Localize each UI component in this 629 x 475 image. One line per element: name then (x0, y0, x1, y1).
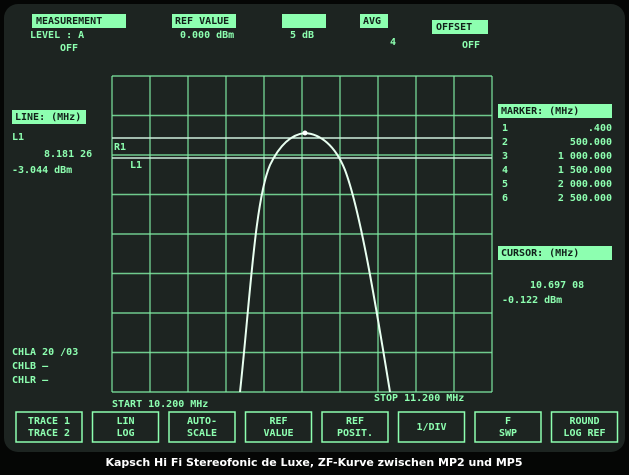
softkey-label: TRACE 1 (28, 416, 70, 427)
scale-value: 5 dB (290, 30, 314, 41)
ref-value-title: REF VALUE (175, 16, 229, 27)
panel-title-box (498, 246, 612, 260)
softkey (15, 411, 83, 443)
softkey-label: VALUE (263, 428, 293, 439)
marker-index: 1 (502, 123, 508, 134)
softkey (168, 411, 236, 443)
ref-value: 0.000 dBm (180, 30, 234, 41)
measurement-title: MEASUREMENT (36, 16, 102, 27)
marker-index: 4 (502, 165, 508, 176)
marker-value: 2 000.000 (558, 179, 612, 190)
panel-title-box (12, 110, 86, 124)
measurement-line: OFF (60, 43, 78, 54)
line-label: L1 (130, 160, 142, 171)
softkey-label: SWP (499, 428, 517, 439)
line-level: -3.044 dBm (12, 165, 72, 176)
softkey-label: AUTO- (187, 416, 217, 427)
channel-list: CHLA 20 /03 CHLB — CHLR — (12, 347, 78, 386)
header-box (282, 14, 326, 28)
measurement-line: LEVEL : A (30, 30, 84, 41)
softkey (91, 411, 160, 443)
sweep-start: START 10.200 MHz (112, 399, 208, 410)
marker-index: 5 (502, 179, 508, 190)
marker-value: 500.000 (570, 137, 612, 148)
softkey (244, 411, 313, 443)
marker-table: 1 .400 2 500.000 3 1 000.000 4 1 500.000 5 2 000.… (502, 123, 612, 204)
marker-value: 1 500.000 (558, 165, 612, 176)
marker-value: 2 500.000 (558, 193, 612, 204)
channel-label: CHLA 20 /03 (12, 347, 78, 358)
marker-index: 2 (502, 137, 508, 148)
softkey-label: LOG (116, 428, 134, 439)
caption: Kapsch Hi Fi Stereofonic de Luxe, ZF-Kur… (105, 456, 522, 469)
softkey (321, 411, 389, 443)
header-box (432, 20, 488, 34)
softkey (397, 411, 466, 443)
softkey-label: 1/DIV (416, 422, 446, 433)
softkey-label: REF (346, 416, 364, 427)
softkey-label: TRACE 2 (28, 428, 70, 439)
marker-index: 6 (502, 193, 508, 204)
panel-title-box (498, 104, 612, 118)
softkey-label: SCALE (187, 428, 217, 439)
softkey (474, 411, 542, 443)
header-box (32, 14, 126, 28)
marker-value: .400 (588, 123, 612, 134)
line-name: L1 (12, 132, 24, 143)
cursor-frequency: 10.697 08 (530, 280, 584, 291)
cursor-panel-title: CURSOR: (MHz) (501, 248, 579, 259)
header-box (172, 14, 236, 28)
sweep-stop: STOP 11.200 MHz (374, 393, 464, 404)
softkey-label: POSIT. (337, 428, 373, 439)
line-frequency: 8.181 26 (44, 149, 92, 160)
crt-screen (4, 4, 625, 452)
avg-title: AVG (363, 16, 381, 27)
graticule (111, 75, 493, 393)
offset-value: OFF (462, 40, 480, 51)
channel-label: CHLB — (12, 361, 49, 372)
softkey-label: LIN (116, 416, 134, 427)
marker-dot (302, 130, 308, 136)
marker-value: 1 000.000 (558, 151, 612, 162)
marker-index: 3 (502, 151, 508, 162)
softkey-label: REF (269, 416, 287, 427)
softkey (550, 411, 619, 443)
ref-label: R1 (114, 142, 126, 153)
cursor-level: -0.122 dBm (502, 295, 562, 306)
line-panel-title: LINE: (MHz) (15, 112, 81, 123)
softkey-label: LOG REF (563, 428, 605, 439)
softkey-label: F (505, 416, 511, 427)
channel-label: CHLR — (12, 375, 49, 386)
avg-value: 4 (390, 37, 396, 48)
header-box (360, 14, 388, 28)
offset-title: OFFSET (436, 22, 472, 33)
softkey-label: ROUND (569, 416, 599, 427)
marker-panel-title: MARKER: (MHz) (501, 106, 579, 117)
